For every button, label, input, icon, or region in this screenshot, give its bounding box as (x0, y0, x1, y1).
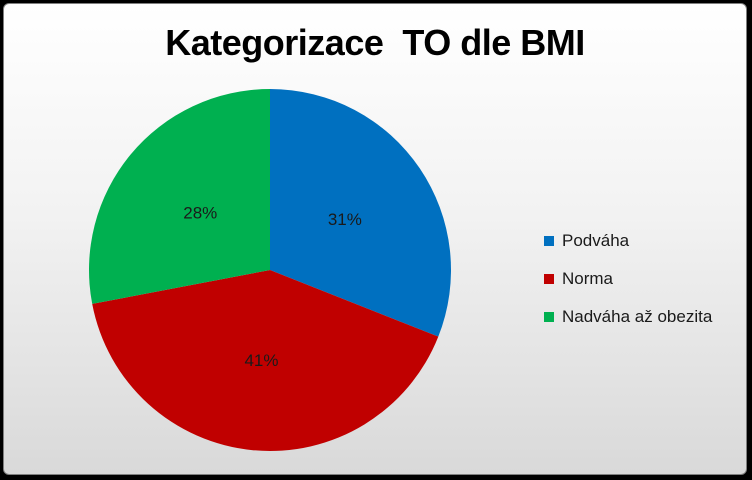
slice-label-nadvaha: 28% (183, 203, 217, 222)
legend-item-podvaha: Podváha (544, 222, 712, 260)
legend: Podváha Norma Nadváha až obezita (544, 222, 712, 336)
slice-nadvaha (88, 89, 270, 304)
pie-chart: 31% 41% 28% (88, 89, 451, 452)
legend-label-podvaha: Podváha (562, 231, 630, 250)
slice-label-norma: 41% (244, 351, 278, 370)
legend-label-nadvaha: Nadváha až obezita (562, 307, 713, 326)
slice-podvaha (270, 89, 451, 337)
legend-swatch-nadvaha (544, 312, 554, 322)
legend-swatch-norma (544, 274, 554, 284)
chart-frame: Kategorizace TO dle BMI 31% 41% 28% Podváh… (3, 3, 747, 475)
legend-swatch-podvaha (544, 236, 554, 246)
legend-item-nadvaha: Nadváha až obezita (544, 298, 712, 336)
legend-item-norma: Norma (544, 260, 712, 298)
slice-label-podvaha: 31% (328, 210, 362, 229)
chart-title: Kategorizace TO dle BMI (165, 22, 585, 63)
legend-label-norma: Norma (562, 269, 614, 288)
slice-norma (92, 270, 439, 452)
